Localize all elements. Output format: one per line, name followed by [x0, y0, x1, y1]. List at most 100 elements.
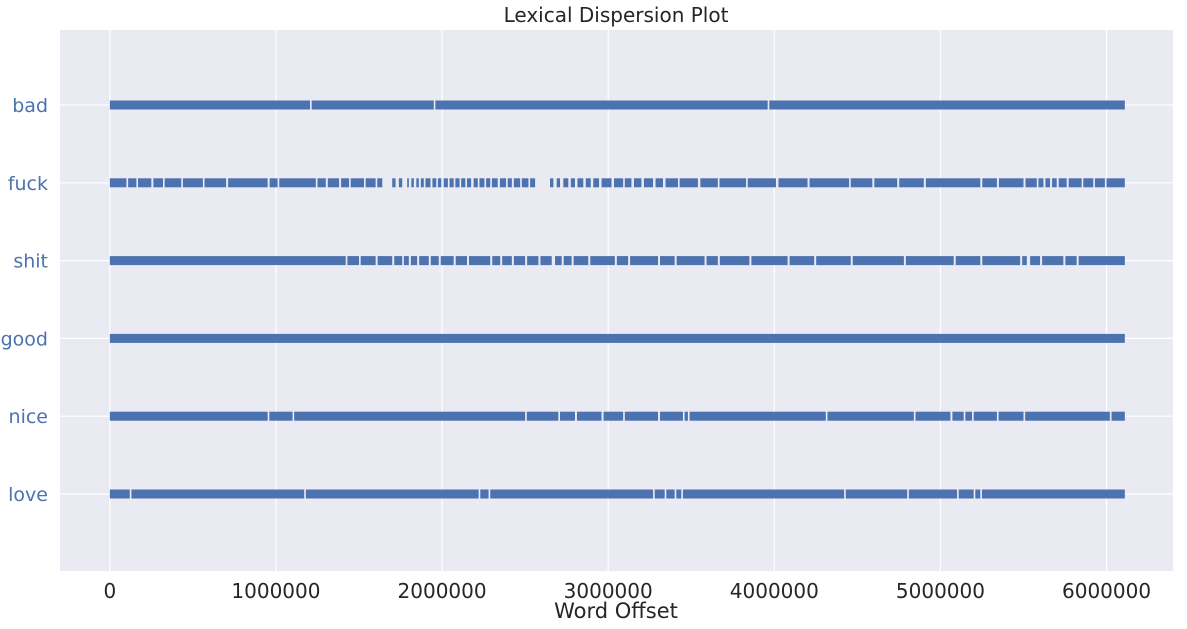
dispersion-gap — [903, 255, 906, 266]
dispersion-gap — [574, 177, 578, 188]
dispersion-gap — [677, 177, 680, 188]
dispersion-gap — [697, 177, 701, 188]
dispersion-gap — [849, 177, 851, 188]
dispersion-gap — [980, 489, 982, 499]
dispersion-gap — [500, 255, 503, 266]
dispersion-gap — [623, 411, 625, 422]
dispersion-gap — [1036, 177, 1039, 188]
dispersion-gap — [477, 177, 480, 188]
dispersion-gap — [441, 177, 444, 188]
dispersion-gap — [687, 411, 690, 422]
dispersion-gap — [682, 411, 685, 422]
dispersion-gap — [571, 255, 574, 266]
dispersion-gap — [1043, 177, 1046, 188]
dispersion-gap — [315, 177, 318, 188]
dispersion-gap — [872, 177, 875, 188]
dispersion-band-shit — [109, 256, 1125, 266]
dispersion-gap — [704, 255, 707, 266]
y-tick-labels: bad fuck shit good nice love — [1, 95, 48, 506]
dispersion-gap — [466, 255, 469, 266]
dispersion-band-love — [109, 489, 1125, 499]
dispersion-gap — [202, 177, 205, 188]
dispersion-gap — [1026, 255, 1031, 266]
dispersion-gap — [304, 489, 306, 499]
y-tick-label-fuck: fuck — [8, 173, 48, 195]
dispersion-gap — [1023, 177, 1026, 188]
dispersion-gap — [528, 177, 531, 188]
dispersion-gap — [717, 255, 720, 266]
dispersion-gap — [767, 100, 770, 110]
dispersion-gap — [506, 177, 508, 188]
dispersion-gap — [535, 177, 551, 188]
dispersion-gap — [488, 489, 491, 499]
dispersion-gap — [136, 177, 139, 188]
x-tick-label: 2000000 — [398, 579, 487, 603]
dispersion-gap — [465, 177, 467, 188]
dispersion-gap — [583, 177, 586, 188]
dispersion-gap — [601, 411, 604, 422]
dispersion-gap — [631, 177, 634, 188]
dispersion-gap — [663, 177, 666, 188]
dispersion-gap — [950, 411, 953, 422]
dispersion-gap — [359, 255, 361, 266]
dispersion-gap — [1063, 255, 1066, 266]
dispersion-gap — [653, 177, 656, 188]
dispersion-gap — [511, 177, 514, 188]
dispersion-gap — [553, 177, 557, 188]
dispersion-gap — [897, 177, 900, 188]
dispersion-gap — [402, 177, 408, 188]
dispersion-gap — [746, 177, 748, 188]
dispersion-gap — [277, 177, 280, 188]
dispersion-gap — [674, 255, 677, 266]
dispersion-gap — [490, 177, 492, 188]
x-tick-labels: 0 1000000 2000000 3000000 4000000 5000000 6000… — [103, 579, 1151, 603]
dispersion-gap — [453, 177, 456, 188]
dispersion-gap — [402, 255, 404, 266]
dispersion-gap — [681, 489, 683, 499]
dispersion-gap — [478, 489, 481, 499]
y-tick-label-bad: bad — [12, 95, 48, 117]
dispersion-gap — [980, 255, 983, 266]
dispersion-gap — [1066, 177, 1069, 188]
dispersion-gap — [844, 489, 846, 499]
dispersion-gap — [471, 177, 474, 188]
dispersion-gap — [162, 177, 165, 188]
dispersion-gap — [292, 411, 295, 422]
dispersion-gap — [436, 177, 438, 188]
dispersion-band-nice — [109, 411, 1125, 421]
dispersion-gap — [814, 255, 817, 266]
dispersion-band-fuck — [109, 178, 1125, 188]
dispersion-gap — [392, 255, 395, 266]
dispersion-row-bad — [109, 100, 1125, 110]
dispersion-gap — [653, 489, 655, 499]
dispersion-gap — [551, 255, 556, 266]
dispersion-gap — [1020, 255, 1023, 266]
dispersion-gap — [953, 255, 956, 266]
dispersion-gap — [1023, 411, 1026, 422]
dispersion-gap — [126, 177, 129, 188]
dispersion-gap — [267, 411, 270, 422]
dispersion-gap — [417, 255, 420, 266]
dispersion-gap — [490, 255, 493, 266]
x-tick-label: 0 — [103, 579, 116, 603]
dispersion-gap — [395, 177, 399, 188]
dispersion-gap — [375, 255, 378, 266]
dispersion-gap — [1104, 177, 1107, 188]
dispersion-gap — [267, 177, 270, 188]
dispersion-gap — [428, 255, 431, 266]
dispersion-gap — [787, 255, 790, 266]
dispersion-gap — [1050, 177, 1053, 188]
dispersion-gap — [538, 255, 541, 266]
dispersion-gap — [1040, 255, 1043, 266]
dispersion-gap — [971, 411, 974, 422]
dispersion-gap — [590, 177, 594, 188]
dispersion-gap — [382, 177, 393, 188]
y-tick-label-shit: shit — [13, 251, 48, 273]
dispersion-marks — [109, 100, 1125, 499]
dispersion-gap — [497, 177, 500, 188]
dispersion-gap — [520, 177, 522, 188]
dispersion-gap — [375, 177, 378, 188]
dispersion-gap — [907, 489, 909, 499]
dispersion-gap — [1081, 177, 1084, 188]
plot-background — [60, 30, 1173, 571]
